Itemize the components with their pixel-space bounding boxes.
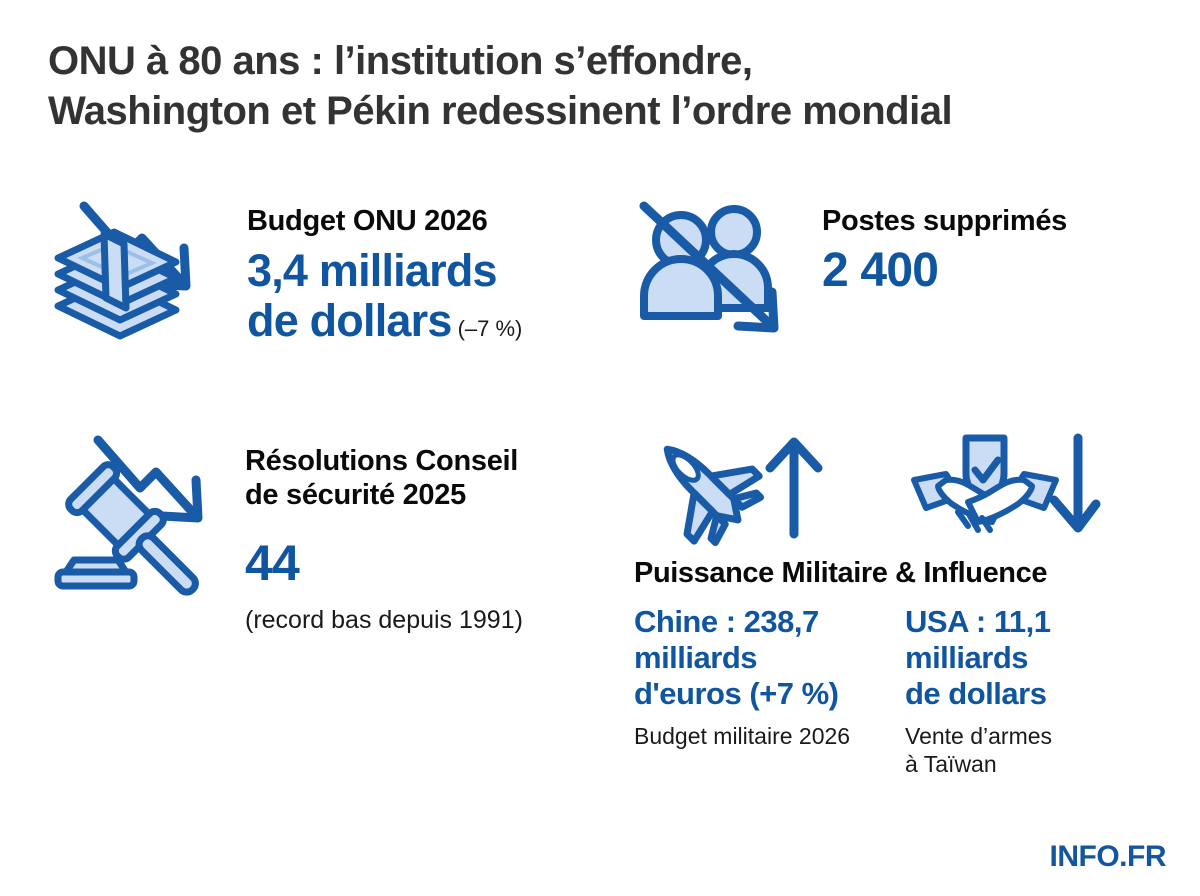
military-influence-icons <box>634 430 1154 547</box>
stat-note-resolutions: (record bas depuis 1991) <box>245 606 523 634</box>
military-influence-title: Puissance Militaire & Influence <box>634 557 1048 589</box>
page-title: ONU à 80 ans : l’institution s’effondre,… <box>48 39 953 133</box>
stat-value-resolutions: 44 <box>245 535 300 591</box>
jobs-texts: Postes supprimés 2 400 <box>822 196 1067 298</box>
stat-delta-budget: (–7 %) <box>457 316 523 341</box>
money-stack-down-arrow-icon <box>52 196 217 346</box>
resolutions-texts: Résolutions Conseil de sécurité 2025 44 … <box>245 432 523 634</box>
gavel-down-arrow-icon <box>44 432 219 597</box>
stat-block-budget: Budget ONU 2026 3,4 milliards de dollars… <box>52 196 522 354</box>
budget-texts: Budget ONU 2026 3,4 milliards de dollars… <box>247 196 522 354</box>
military-column-usa-value: USA : 11,1 milliards de dollars <box>905 604 1051 711</box>
military-influence-columns: Chine : 238,7 milliards d'euros (+7 %) B… <box>634 604 1154 778</box>
stat-label-budget: Budget ONU 2026 <box>247 205 488 237</box>
stat-label-resolutions: Résolutions Conseil de sécurité 2025 <box>245 445 519 511</box>
stat-block-resolutions: Résolutions Conseil de sécurité 2025 44 … <box>44 432 523 634</box>
fighter-jet-up-arrow-icon <box>642 430 827 547</box>
military-column-china-value: Chine : 238,7 milliards d'euros (+7 %) <box>634 604 839 711</box>
stat-value-jobs: 2 400 <box>822 244 939 297</box>
people-removed-down-arrow-icon <box>639 196 800 341</box>
military-column-china: Chine : 238,7 milliards d'euros (+7 %) B… <box>634 604 883 778</box>
military-column-usa: USA : 11,1 milliards de dollars Vente d’… <box>905 604 1154 778</box>
stat-value-budget: 3,4 milliards de dollars (–7 %) <box>247 246 522 354</box>
military-influence-panel: Puissance Militaire & Influence Chine : … <box>634 430 1154 778</box>
brand-logo: INFO.FR <box>1049 840 1167 873</box>
military-column-china-caption: Budget militaire 2026 <box>634 723 851 749</box>
military-column-usa-caption: Vente d’armes à Taïwan <box>905 723 1053 777</box>
stat-block-jobs: Postes supprimés 2 400 <box>639 196 1067 341</box>
stat-value-budget-text: 3,4 milliards de dollars <box>247 245 498 346</box>
handshake-shield-down-arrow-icon <box>911 430 1101 542</box>
stat-label-jobs: Postes supprimés <box>822 205 1068 237</box>
